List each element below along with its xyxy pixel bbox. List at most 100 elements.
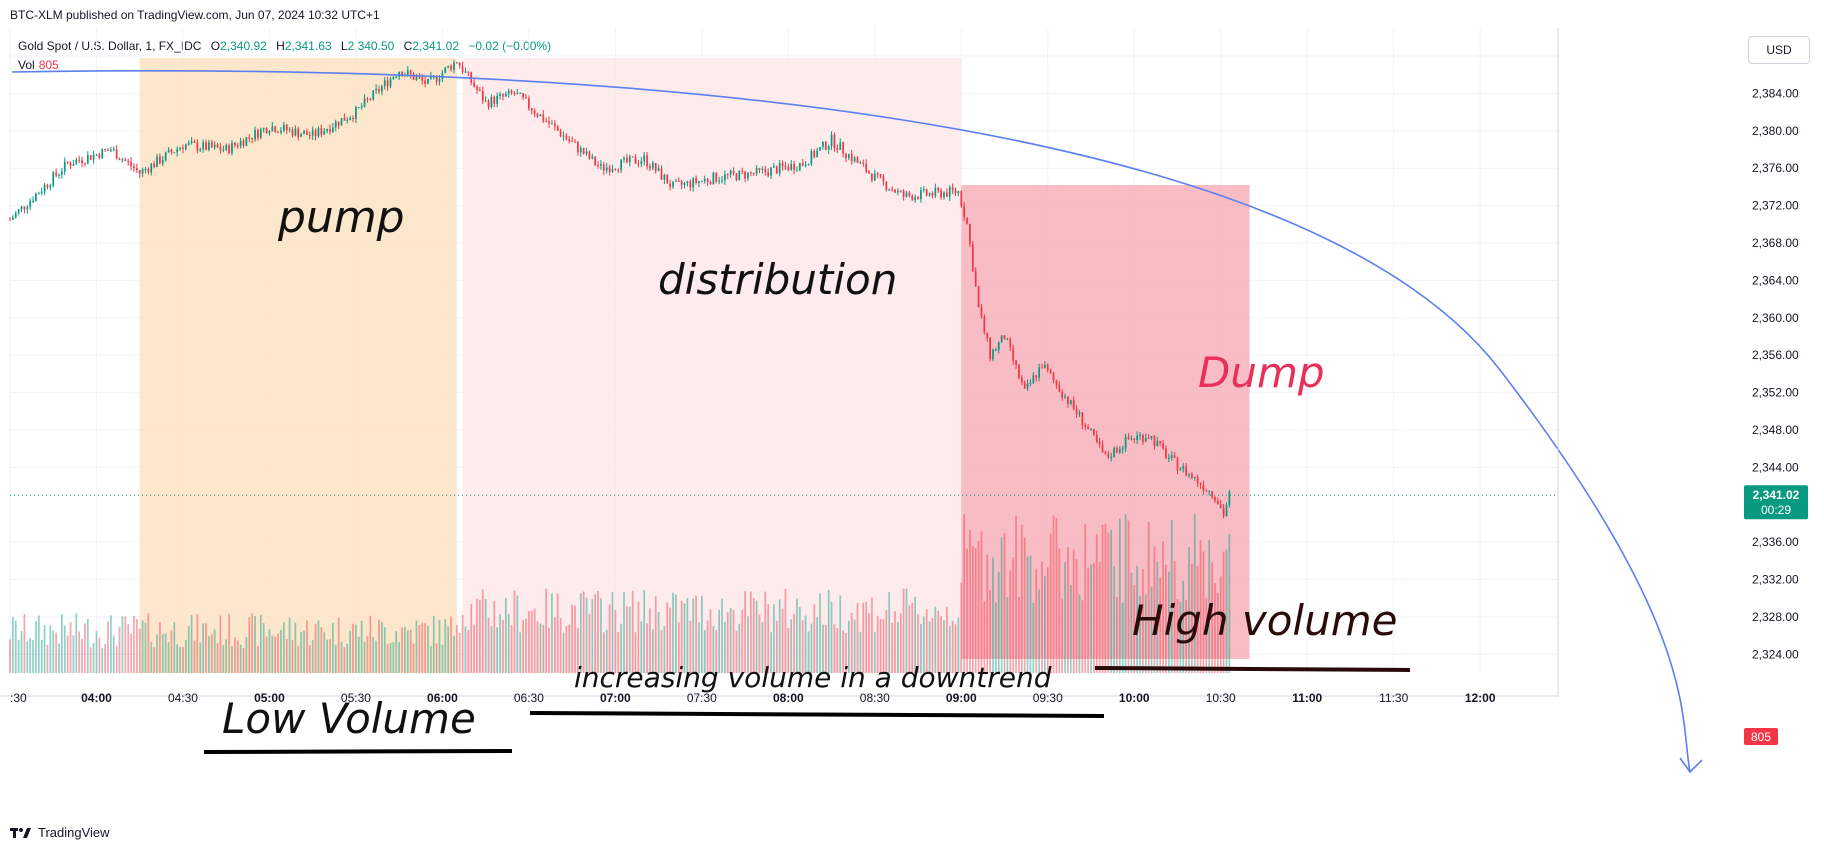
volume-bar bbox=[66, 635, 69, 673]
candle-body bbox=[133, 166, 135, 169]
candle-body bbox=[349, 118, 352, 120]
volume-bar bbox=[438, 619, 441, 673]
volume-bar bbox=[412, 643, 415, 673]
candle-body bbox=[274, 126, 277, 133]
candle-body bbox=[721, 180, 723, 182]
volume-bar bbox=[585, 597, 588, 673]
volume-bar bbox=[1003, 533, 1006, 673]
candle-body bbox=[934, 188, 937, 196]
candle-body bbox=[683, 182, 686, 185]
x-tick-label: 12:00 bbox=[1465, 691, 1496, 705]
volume-bar bbox=[170, 630, 173, 673]
volume-bar bbox=[948, 626, 951, 673]
candle-body bbox=[620, 159, 622, 170]
candle-body bbox=[92, 154, 95, 160]
volume-bar bbox=[920, 623, 922, 673]
candle-body bbox=[314, 130, 317, 137]
y-tick-label: 2,324.00 bbox=[1752, 647, 1799, 661]
candle-body bbox=[559, 130, 562, 137]
volume-bar bbox=[1179, 602, 1182, 673]
volume-bar bbox=[63, 625, 66, 673]
volume-bar bbox=[81, 638, 83, 673]
candle-body bbox=[983, 316, 986, 333]
volume-bar bbox=[1049, 533, 1052, 673]
volume-bar bbox=[1072, 549, 1075, 673]
ohlc-open-key: O bbox=[210, 39, 221, 53]
volume-bar bbox=[40, 639, 43, 673]
volume-bar bbox=[620, 623, 622, 673]
volume-bar bbox=[680, 600, 683, 673]
tradingview-logo-icon bbox=[10, 827, 31, 838]
volume-bar bbox=[672, 592, 674, 673]
candle-body bbox=[951, 187, 954, 190]
candle-body bbox=[510, 90, 513, 93]
x-tick-label: 09:00 bbox=[946, 691, 977, 705]
candle-body bbox=[461, 66, 464, 73]
volume-bar bbox=[1214, 583, 1216, 673]
y-tick-label: 2,336.00 bbox=[1752, 535, 1799, 549]
volume-bar bbox=[349, 630, 352, 673]
volume-bar bbox=[490, 625, 493, 673]
volume-bar bbox=[458, 632, 461, 673]
volume-bar bbox=[943, 620, 945, 673]
candle-body bbox=[231, 142, 233, 154]
volume-bar bbox=[917, 614, 919, 673]
candle-body bbox=[888, 189, 891, 191]
volume-bar bbox=[1116, 596, 1118, 673]
candle-body bbox=[1110, 457, 1113, 459]
candle-body bbox=[101, 149, 104, 159]
candle-body bbox=[770, 167, 772, 176]
pump-zone bbox=[139, 57, 457, 674]
volume-bar bbox=[597, 590, 599, 673]
volume-bar bbox=[138, 628, 141, 673]
volume-bar bbox=[1067, 547, 1069, 673]
candle-body bbox=[311, 130, 314, 136]
volume-bar bbox=[1084, 524, 1087, 673]
volume-bar bbox=[184, 639, 187, 673]
candle-body bbox=[954, 189, 957, 194]
volume-bar bbox=[291, 640, 294, 673]
volume-bar bbox=[464, 626, 467, 673]
candle-body bbox=[66, 161, 69, 163]
symbol-name[interactable]: Gold Spot / U.S. Dollar, 1, FX_IDC bbox=[18, 39, 202, 53]
candle-body bbox=[1176, 457, 1179, 471]
candle-body bbox=[412, 74, 415, 80]
volume-bar bbox=[1098, 561, 1101, 673]
volume-bar bbox=[23, 614, 26, 673]
volume-bar bbox=[1121, 602, 1124, 673]
volume-bar bbox=[761, 621, 764, 673]
volume-bar bbox=[715, 630, 718, 673]
volume-bar bbox=[594, 594, 597, 673]
volume-bar bbox=[922, 616, 925, 673]
volume-bar bbox=[52, 630, 55, 673]
candle-body bbox=[86, 155, 89, 164]
volume-bar bbox=[84, 623, 86, 673]
volume-bar bbox=[1167, 571, 1170, 673]
volume-bar bbox=[150, 642, 153, 673]
volume-bar bbox=[530, 610, 533, 673]
candle-body bbox=[320, 128, 323, 135]
annotation-overlay: pump distribution Dump High volume increasin… bbox=[10, 69, 1808, 774]
volume-bar bbox=[741, 609, 744, 673]
candle-body bbox=[1061, 391, 1064, 398]
candle-body bbox=[1006, 339, 1009, 341]
volume-bar bbox=[824, 624, 827, 673]
volume-bar bbox=[26, 641, 29, 673]
candle-body bbox=[46, 184, 49, 188]
volume-bar bbox=[666, 602, 669, 673]
candle-body bbox=[340, 118, 343, 126]
candle-body bbox=[556, 126, 559, 131]
footer-brand[interactable]: TradingView bbox=[10, 825, 110, 840]
candle-body bbox=[285, 124, 288, 131]
ohlc-low-key: L bbox=[340, 39, 348, 53]
volume-bar bbox=[484, 599, 487, 673]
volume-bar bbox=[1095, 533, 1098, 673]
volume-bar bbox=[677, 622, 680, 673]
volume-bar bbox=[259, 614, 262, 673]
currency-button[interactable]: USD bbox=[1748, 36, 1810, 64]
candle-body bbox=[179, 147, 181, 150]
volume-label[interactable]: Vol bbox=[18, 58, 35, 72]
volume-bar bbox=[1107, 532, 1110, 673]
volume-badge bbox=[1744, 728, 1778, 745]
